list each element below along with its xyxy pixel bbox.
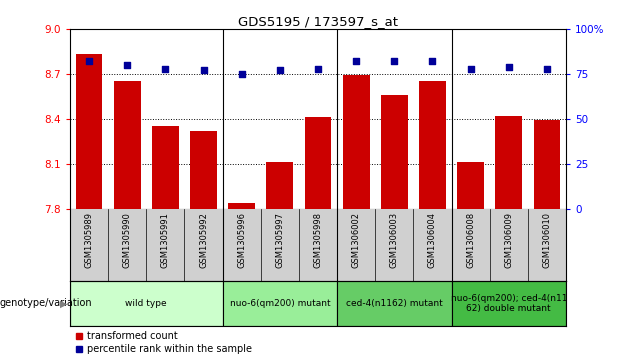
Bar bbox=[266, 162, 293, 209]
Point bbox=[351, 58, 361, 64]
Text: nuo-6(qm200); ced-4(n11
62) double mutant: nuo-6(qm200); ced-4(n11 62) double mutan… bbox=[450, 294, 567, 313]
Text: GSM1306002: GSM1306002 bbox=[352, 212, 361, 268]
Text: GSM1306010: GSM1306010 bbox=[543, 212, 551, 268]
Point bbox=[427, 58, 438, 64]
Point bbox=[198, 68, 209, 73]
Bar bbox=[305, 117, 331, 209]
Bar bbox=[452, 281, 566, 326]
Point bbox=[466, 66, 476, 72]
Text: GSM1305997: GSM1305997 bbox=[275, 212, 284, 268]
Point bbox=[542, 66, 552, 72]
Point bbox=[160, 66, 170, 72]
Bar bbox=[114, 81, 141, 209]
Bar bbox=[343, 76, 370, 209]
Text: GSM1305998: GSM1305998 bbox=[314, 212, 322, 268]
Text: GSM1305991: GSM1305991 bbox=[161, 212, 170, 268]
Bar bbox=[228, 203, 255, 209]
Bar bbox=[457, 162, 484, 209]
Text: GSM1305992: GSM1305992 bbox=[199, 212, 208, 268]
Bar bbox=[76, 54, 102, 209]
Title: GDS5195 / 173597_s_at: GDS5195 / 173597_s_at bbox=[238, 15, 398, 28]
Point bbox=[504, 64, 514, 70]
Bar bbox=[70, 281, 223, 326]
Text: GSM1306008: GSM1306008 bbox=[466, 212, 475, 269]
Legend: transformed count, percentile rank within the sample: transformed count, percentile rank withi… bbox=[75, 331, 252, 354]
Text: GSM1305989: GSM1305989 bbox=[85, 212, 93, 268]
Text: GSM1306009: GSM1306009 bbox=[504, 212, 513, 268]
Bar bbox=[223, 281, 337, 326]
Bar bbox=[381, 95, 408, 209]
Text: GSM1305990: GSM1305990 bbox=[123, 212, 132, 268]
Bar bbox=[534, 121, 560, 209]
Point bbox=[389, 58, 399, 64]
Text: genotype/variation: genotype/variation bbox=[0, 298, 93, 309]
Bar bbox=[152, 126, 179, 209]
Text: ▶: ▶ bbox=[60, 298, 68, 309]
Text: wild type: wild type bbox=[125, 299, 167, 308]
Text: GSM1306003: GSM1306003 bbox=[390, 212, 399, 269]
Point bbox=[275, 68, 285, 73]
Bar bbox=[190, 131, 217, 209]
Point bbox=[237, 71, 247, 77]
Text: nuo-6(qm200) mutant: nuo-6(qm200) mutant bbox=[230, 299, 330, 308]
Text: ced-4(n1162) mutant: ced-4(n1162) mutant bbox=[346, 299, 443, 308]
Bar bbox=[495, 116, 522, 209]
Bar bbox=[337, 281, 452, 326]
Bar bbox=[419, 81, 446, 209]
Point bbox=[84, 58, 94, 64]
Text: GSM1306004: GSM1306004 bbox=[428, 212, 437, 268]
Point bbox=[313, 66, 323, 72]
Text: GSM1305996: GSM1305996 bbox=[237, 212, 246, 268]
Point bbox=[122, 62, 132, 68]
